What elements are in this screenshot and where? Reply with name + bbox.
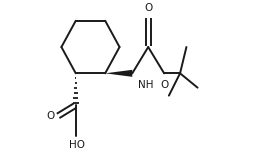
Text: O: O [144,3,152,13]
Polygon shape [105,70,132,77]
Text: NH: NH [137,80,153,90]
Text: O: O [46,111,54,121]
Text: O: O [159,80,168,90]
Text: HO: HO [69,140,85,150]
